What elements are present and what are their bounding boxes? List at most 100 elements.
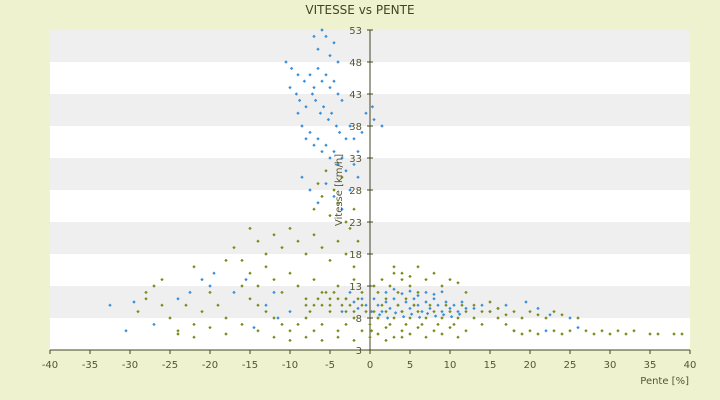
x-tick-label: 35 [644, 360, 657, 371]
data-point [132, 300, 136, 304]
data-point [208, 290, 212, 295]
x-tick-label: 30 [604, 360, 617, 371]
data-point [160, 277, 164, 282]
y-tick-label: 3 [356, 346, 362, 357]
data-point [320, 79, 324, 83]
data-point [310, 92, 315, 96]
data-point [592, 332, 596, 336]
y-tick-label: 48 [349, 58, 362, 69]
data-point [136, 309, 140, 314]
data-point [288, 85, 292, 90]
y-tick-label: 8 [356, 314, 362, 325]
x-tick-label: -40 [42, 360, 58, 371]
data-point [672, 332, 676, 336]
y-tick-label: 28 [349, 186, 362, 197]
x-tick-label: -30 [122, 360, 138, 371]
data-point [656, 332, 660, 336]
data-point [560, 332, 564, 336]
x-axis-ticks: -40 -35 -30 -25 -20 -15 -10 -5 0 5 10 15 20 25 30 35 40 [42, 350, 696, 371]
data-point [208, 284, 212, 288]
data-point [334, 124, 339, 128]
data-point [312, 34, 316, 39]
data-point [232, 290, 236, 295]
data-point [208, 325, 212, 330]
data-point [176, 329, 180, 333]
data-point [302, 79, 307, 83]
y-tick-label: 53 [349, 26, 362, 37]
data-point [332, 41, 336, 45]
y-tick-label: 38 [349, 122, 362, 133]
data-point [380, 124, 384, 128]
data-point [296, 111, 300, 115]
data-point [576, 325, 580, 330]
x-tick-label: 25 [564, 360, 577, 371]
data-point [336, 60, 340, 64]
x-tick-label: 20 [524, 360, 537, 371]
data-point [284, 60, 288, 64]
data-point [294, 92, 299, 96]
data-point [224, 258, 228, 263]
data-point [248, 297, 252, 301]
data-point [520, 332, 524, 336]
x-tick-label: -5 [325, 360, 335, 371]
data-point [608, 332, 612, 336]
data-point [318, 111, 323, 115]
data-point [568, 316, 572, 320]
data-point [224, 332, 228, 336]
y-axis-title: Vitesse [km/h] [334, 154, 345, 226]
data-point [512, 309, 516, 314]
data-point [328, 53, 332, 58]
x-tick-label: 5 [407, 360, 413, 371]
data-point [552, 309, 556, 314]
x-tick-label: -25 [162, 360, 178, 371]
x-tick-label: 15 [484, 360, 497, 371]
x-tick-label: -15 [242, 360, 258, 371]
data-point [332, 79, 336, 83]
data-point [520, 316, 524, 320]
data-point [240, 322, 244, 327]
data-point [192, 322, 196, 327]
data-point [576, 316, 580, 320]
y-tick-label: 43 [349, 90, 362, 101]
data-point [192, 265, 196, 269]
data-point [328, 85, 332, 90]
data-point [544, 316, 548, 320]
data-point [176, 297, 180, 301]
data-point [244, 277, 248, 282]
data-point [536, 332, 540, 336]
data-point [240, 258, 244, 263]
data-point [144, 290, 148, 295]
data-point [336, 92, 340, 96]
x-tick-label: -20 [202, 360, 218, 371]
x-tick-label: -10 [282, 360, 298, 371]
data-point [680, 332, 684, 336]
data-point [300, 124, 304, 128]
y-tick-label: 33 [349, 154, 362, 165]
data-point [124, 329, 128, 333]
data-point [524, 300, 528, 304]
data-point [212, 271, 216, 275]
data-point [240, 284, 244, 288]
data-point [192, 335, 196, 339]
data-point [216, 303, 220, 307]
x-tick-label: -35 [82, 360, 98, 371]
data-point [248, 271, 252, 275]
data-point [152, 284, 156, 288]
x-tick-label: 10 [444, 360, 457, 371]
data-point [348, 124, 352, 128]
data-point [160, 303, 164, 307]
x-tick-label: 0 [367, 360, 373, 371]
data-point [326, 117, 331, 122]
y-tick-label: 13 [349, 282, 362, 293]
y-tick-label: 18 [349, 250, 362, 261]
data-point [248, 226, 252, 231]
data-point [364, 111, 368, 115]
data-point [184, 303, 188, 307]
data-point [312, 85, 316, 90]
data-point [372, 117, 376, 122]
data-point [188, 290, 192, 295]
data-point [528, 309, 532, 314]
